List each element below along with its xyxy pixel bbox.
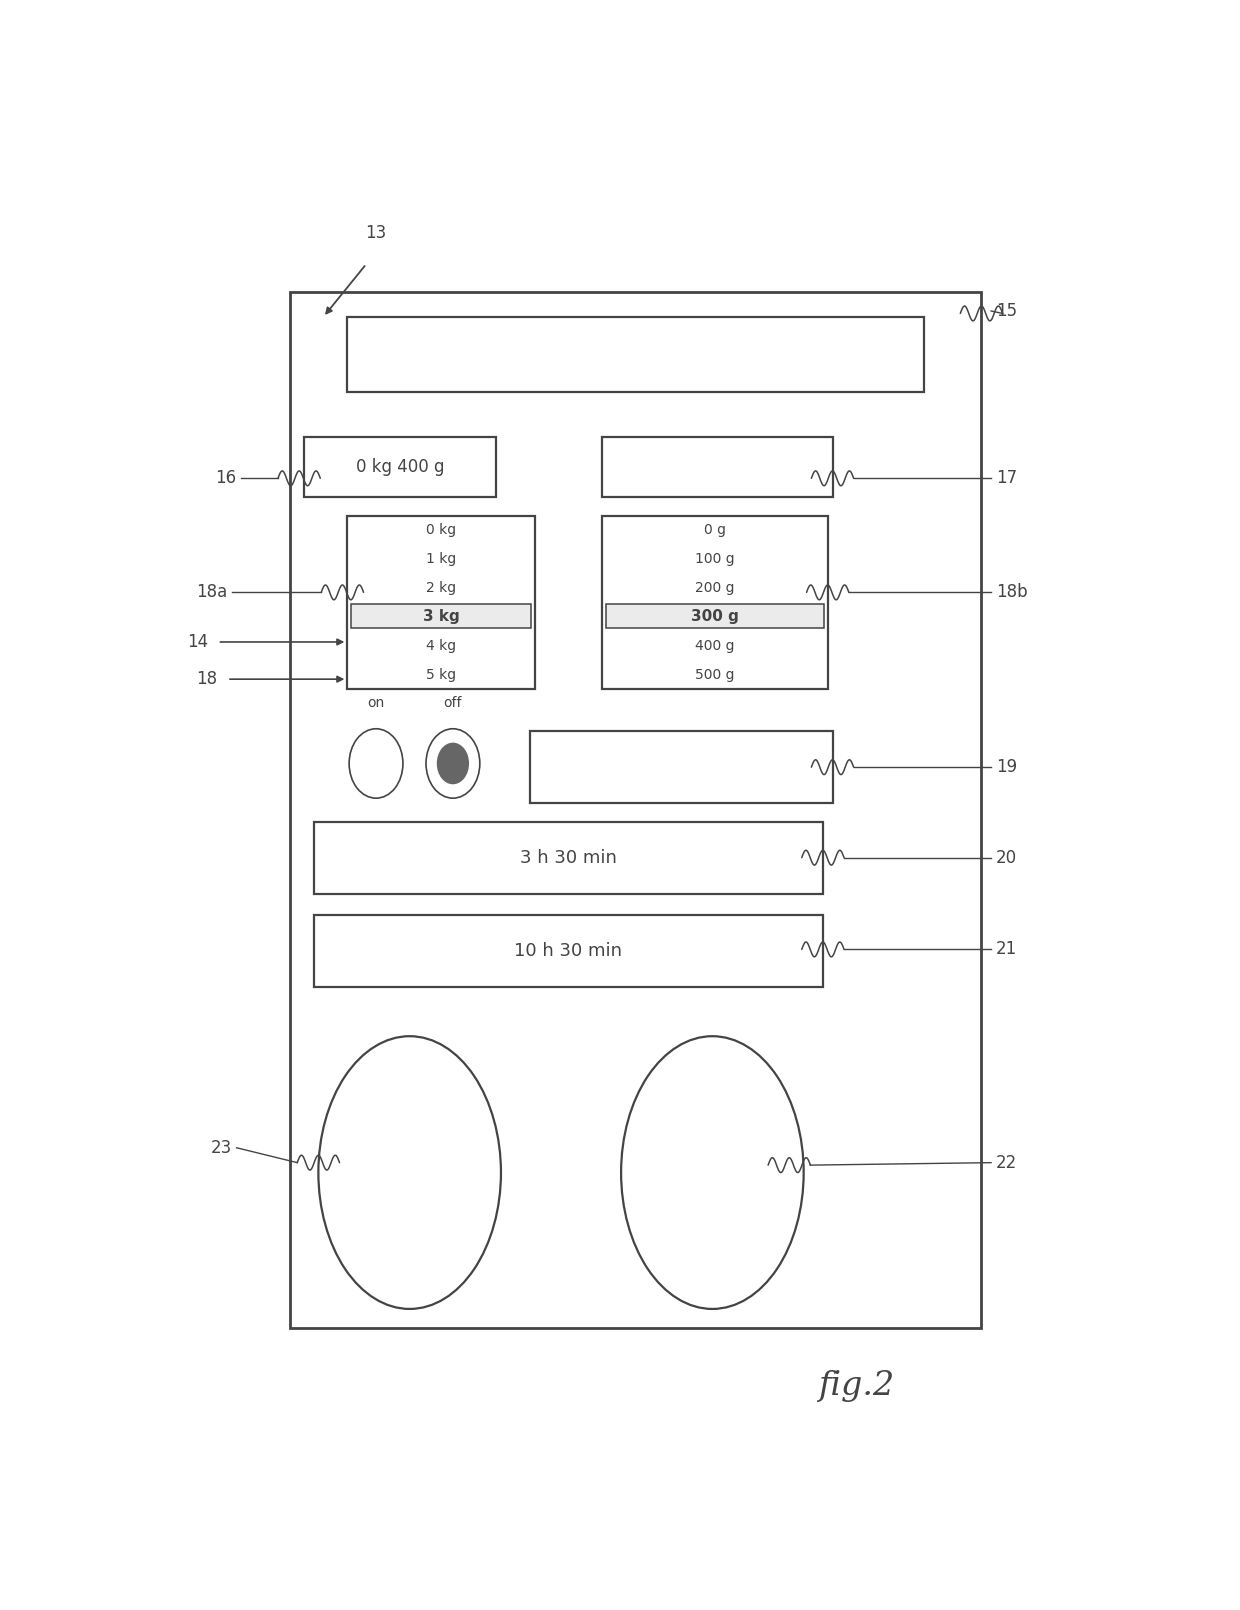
Bar	[314, 914, 823, 987]
Text: 5 kg: 5 kg	[425, 668, 456, 681]
Text: fig.2: fig.2	[818, 1370, 894, 1402]
Text: 21: 21	[996, 940, 1017, 958]
Text: 18b: 18b	[996, 583, 1028, 602]
Bar	[304, 438, 496, 497]
Text: 13: 13	[366, 224, 387, 242]
Text: 17: 17	[996, 470, 1017, 488]
Text: 18a: 18a	[196, 583, 227, 602]
Text: 200 g: 200 g	[696, 581, 734, 594]
Text: 3 kg: 3 kg	[423, 609, 459, 625]
Text: 500 g: 500 g	[696, 668, 734, 681]
Text: 10 h 30 min: 10 h 30 min	[515, 942, 622, 960]
Bar	[605, 604, 823, 628]
Bar	[529, 731, 832, 803]
Bar	[601, 515, 828, 689]
Text: 22: 22	[996, 1154, 1017, 1172]
Text: 16: 16	[216, 470, 237, 488]
Bar	[351, 604, 531, 628]
Text: 0 kg 400 g: 0 kg 400 g	[356, 459, 444, 477]
Bar	[290, 293, 982, 1328]
Bar	[314, 821, 823, 894]
Bar	[347, 317, 924, 391]
Text: 0 kg: 0 kg	[425, 523, 456, 538]
Text: 23: 23	[211, 1138, 232, 1156]
Text: 300 g: 300 g	[691, 609, 739, 625]
Text: 0 g: 0 g	[704, 523, 725, 538]
Text: 2 kg: 2 kg	[425, 581, 456, 594]
Text: 4 kg: 4 kg	[425, 639, 456, 652]
Text: 18: 18	[196, 670, 217, 687]
Text: 1 kg: 1 kg	[425, 552, 456, 565]
Text: on: on	[367, 696, 384, 710]
Bar	[601, 438, 832, 497]
Text: 14: 14	[187, 633, 208, 650]
Text: off: off	[444, 696, 463, 710]
Text: 3 h 30 min: 3 h 30 min	[520, 848, 616, 866]
Ellipse shape	[621, 1037, 804, 1309]
Text: 15: 15	[996, 303, 1017, 320]
Ellipse shape	[319, 1037, 501, 1309]
Bar	[347, 515, 534, 689]
Text: 20: 20	[996, 848, 1017, 866]
Text: 400 g: 400 g	[696, 639, 734, 652]
Circle shape	[436, 742, 469, 784]
Text: 100 g: 100 g	[694, 552, 734, 565]
Text: 19: 19	[996, 758, 1017, 776]
